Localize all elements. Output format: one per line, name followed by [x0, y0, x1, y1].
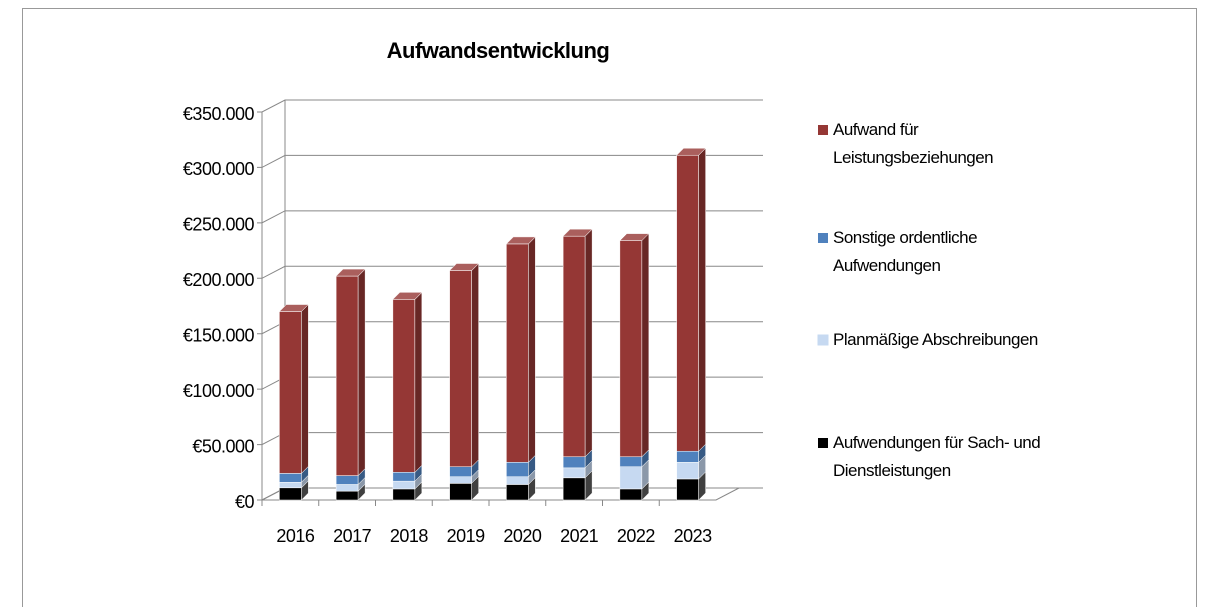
- bar-segment: [562, 470, 593, 501]
- bar-side: [641, 232, 650, 458]
- bar-front: [392, 480, 416, 490]
- bar-front: [279, 482, 302, 489]
- bar-segment: [449, 262, 480, 468]
- bar-side: [584, 228, 593, 458]
- bar-front: [506, 484, 529, 501]
- x-tick-label: 2018: [390, 526, 429, 546]
- bar-front: [279, 473, 302, 483]
- bar-front: [562, 477, 586, 501]
- y-tick-label: €200.000: [183, 270, 255, 290]
- legend-swatch: [817, 334, 829, 346]
- x-tick-label: 2022: [617, 526, 656, 546]
- x-tick-label: 2017: [333, 526, 372, 546]
- bar-top: [619, 233, 650, 241]
- legend-swatch: [818, 438, 828, 448]
- y-tick-label: €50.000: [192, 436, 254, 456]
- bar-segment: [279, 480, 309, 501]
- bar-front: [619, 240, 643, 458]
- bar-segment: [335, 268, 366, 477]
- legend-item: Sonstige ordentliche Aufwendungen: [833, 228, 978, 275]
- bar-front: [562, 467, 586, 479]
- bar-front: [392, 472, 416, 482]
- bar-front: [449, 270, 472, 467]
- bar-front: [335, 490, 359, 501]
- grid-line: [257, 154, 763, 168]
- bar-side: [357, 268, 366, 477]
- bar-front: [279, 487, 302, 501]
- bar-segment: [392, 291, 423, 473]
- chart-frame: [22, 8, 1197, 607]
- bar-front: [619, 488, 643, 501]
- x-tick-label: 2016: [276, 526, 315, 546]
- chart-title: Aufwandsentwicklung: [387, 38, 610, 63]
- bar-front: [392, 299, 416, 473]
- bar-front: [449, 483, 472, 501]
- legend-label: Aufwand für Leistungsbeziehungen: [833, 120, 994, 167]
- y-tick-label: €250.000: [183, 215, 255, 235]
- bar-side: [414, 291, 423, 473]
- bar-side: [528, 236, 536, 463]
- bar-front: [449, 466, 472, 477]
- bar-front: [676, 450, 699, 463]
- bar-front: [619, 456, 643, 467]
- bar-top: [278, 304, 309, 312]
- bar-front: [335, 484, 359, 492]
- bar-segment: [676, 471, 706, 501]
- legend-item: Planmäßige Abschreibungen: [833, 330, 1038, 349]
- legend-label: Sonstige ordentliche Aufwendungen: [833, 228, 978, 275]
- x-tick-label: 2023: [674, 526, 713, 546]
- bar-top: [676, 147, 707, 156]
- x-tick-label: 2021: [560, 526, 599, 546]
- legend-item: Aufwand für Leistungsbeziehungen: [833, 120, 994, 167]
- bar-front: [506, 243, 529, 463]
- bar-segment: [449, 475, 479, 501]
- y-tick-label: €300.000: [183, 159, 255, 179]
- bar-segment: [676, 147, 707, 452]
- bar-front: [449, 476, 472, 484]
- y-tick-label: €150.000: [183, 325, 255, 345]
- bar-top: [505, 236, 536, 245]
- x-tick-label: 2020: [503, 526, 542, 546]
- bar-front: [335, 475, 359, 485]
- bar-top: [335, 268, 366, 277]
- legend-label: Aufwendungen für Sach- und Dienstleistun…: [833, 433, 1041, 480]
- bar-segment: [562, 228, 593, 458]
- bar-top: [562, 228, 593, 237]
- bar-top: [449, 263, 480, 271]
- bar-side: [301, 303, 309, 474]
- legend-item: Aufwendungen für Sach- und Dienstleistun…: [833, 433, 1041, 480]
- bar-front: [562, 235, 586, 458]
- bar-front: [279, 311, 302, 474]
- y-tick-label: €100.000: [183, 381, 255, 401]
- bar-side: [471, 262, 479, 468]
- bar-front: [506, 476, 529, 485]
- bar-segment: [506, 476, 536, 501]
- bar-front: [335, 275, 359, 476]
- grid-line: [257, 210, 763, 224]
- bar-segment: [619, 459, 650, 490]
- bar-front: [676, 478, 699, 501]
- x-tick-label: 2019: [447, 526, 486, 546]
- legend-swatch: [818, 233, 828, 243]
- bar-segment: [505, 236, 536, 463]
- y-tick-label: €350.000: [183, 104, 255, 124]
- bar-segment: [619, 232, 650, 458]
- bar-segment: [676, 454, 706, 480]
- bar-segment: [278, 303, 309, 474]
- legend-label: Planmäßige Abschreibungen: [833, 330, 1038, 349]
- bar-front: [676, 154, 699, 452]
- grid-line: [257, 99, 763, 113]
- bar-front: [506, 462, 529, 477]
- bar-front: [562, 456, 586, 469]
- bar-front: [676, 462, 699, 480]
- legend-swatch: [818, 125, 828, 135]
- bar-front: [392, 488, 416, 501]
- bar-top: [392, 292, 423, 300]
- bar-side: [698, 147, 706, 452]
- y-tick-label: €0: [235, 492, 255, 512]
- bar-front: [619, 466, 643, 490]
